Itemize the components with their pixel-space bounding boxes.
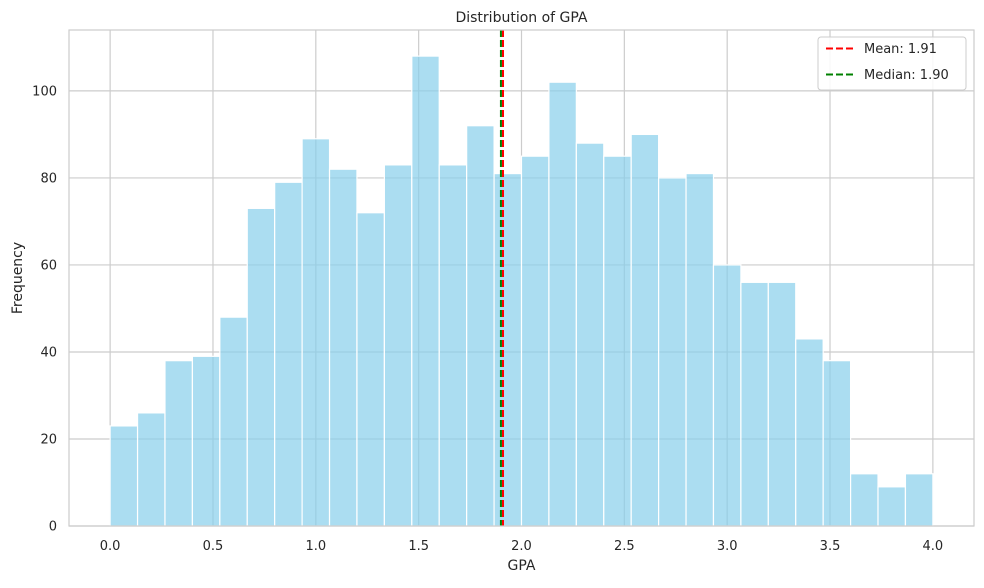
histogram-bar bbox=[685, 172, 715, 527]
histogram-bar bbox=[136, 412, 166, 527]
plot-frame bbox=[68, 29, 975, 527]
histogram-bar bbox=[219, 316, 248, 527]
histogram-bar bbox=[904, 473, 934, 527]
histogram-bar bbox=[191, 355, 221, 527]
y-ticks-layer: 0 20 40 60 80 100 bbox=[32, 84, 57, 534]
chart-title: Distribution of GPA bbox=[455, 10, 587, 26]
histogram-bar bbox=[411, 55, 440, 527]
reference-lines-layer bbox=[499, 30, 504, 526]
histogram-bar bbox=[109, 425, 139, 527]
histogram-bar bbox=[575, 142, 605, 527]
histogram-bar bbox=[520, 155, 550, 527]
x-tick-label: 2.5 bbox=[614, 539, 635, 554]
histogram-bar bbox=[301, 138, 331, 527]
histogram-bar bbox=[740, 281, 769, 527]
histogram-bar bbox=[658, 177, 687, 527]
histogram-bar bbox=[383, 164, 413, 527]
y-axis-label: Frequency bbox=[10, 242, 26, 314]
histogram-bar bbox=[877, 486, 907, 527]
x-tick-label: 3.0 bbox=[717, 539, 738, 554]
x-tick-label: 1.5 bbox=[408, 539, 429, 554]
x-tick-label: 0.5 bbox=[203, 539, 224, 554]
histogram-bar bbox=[246, 207, 276, 527]
x-ticks-layer: 0.0 0.5 1.0 1.5 2.0 2.5 3.0 3.5 4.0 bbox=[100, 539, 943, 554]
x-tick-label: 1.0 bbox=[305, 539, 326, 554]
x-tick-label: 0.0 bbox=[100, 539, 121, 554]
x-tick-label: 3.5 bbox=[820, 539, 841, 554]
histogram-bar bbox=[466, 125, 495, 527]
legend-mean-label: Mean: 1.91 bbox=[864, 42, 937, 57]
x-axis-label: GPA bbox=[508, 558, 536, 574]
histogram-bar bbox=[493, 172, 523, 527]
histogram-bar bbox=[328, 168, 358, 527]
y-tick-label: 80 bbox=[40, 171, 57, 186]
histogram-bar bbox=[712, 264, 742, 527]
histogram-bar bbox=[849, 473, 879, 527]
histogram-bar bbox=[603, 155, 632, 527]
histogram-bar bbox=[767, 281, 797, 527]
legend: Mean: 1.91 Median: 1.90 bbox=[817, 36, 967, 91]
bars-layer bbox=[109, 55, 934, 527]
x-tick-label: 2.0 bbox=[511, 539, 532, 554]
histogram-bar bbox=[548, 81, 577, 527]
legend-box bbox=[817, 36, 967, 91]
y-tick-label: 40 bbox=[40, 345, 57, 360]
histogram-bar bbox=[795, 338, 824, 527]
histogram-bar bbox=[356, 212, 385, 527]
x-tick-label: 4.0 bbox=[923, 539, 944, 554]
legend-median-label: Median: 1.90 bbox=[864, 68, 949, 83]
y-tick-label: 20 bbox=[40, 432, 57, 447]
histogram-bar bbox=[630, 133, 660, 527]
histogram-bar bbox=[822, 360, 852, 527]
histogram-bar bbox=[274, 181, 303, 527]
y-tick-label: 100 bbox=[32, 84, 57, 99]
y-tick-label: 60 bbox=[40, 258, 57, 273]
histogram-bar bbox=[438, 164, 468, 527]
y-tick-label: 0 bbox=[49, 520, 57, 535]
histogram-bar bbox=[164, 360, 194, 527]
